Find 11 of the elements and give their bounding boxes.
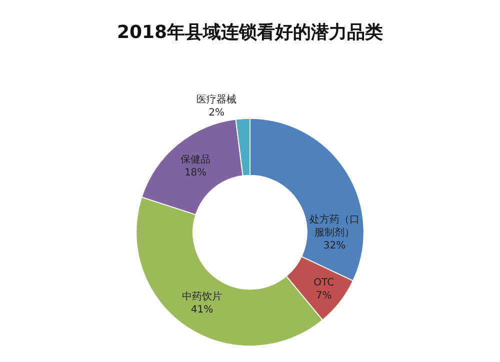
data-label: 32% — [323, 240, 346, 252]
data-label: 7% — [316, 290, 332, 302]
data-label: 18% — [184, 167, 207, 178]
slice-label: 保健品 — [180, 154, 211, 166]
slice-label: 处方药（口服制剂） — [309, 213, 360, 238]
slice-label: OTC — [314, 278, 334, 289]
data-label: 2% — [208, 108, 225, 119]
slice-label: 医疗器械 — [196, 94, 237, 106]
chart-title: 2018年县域连锁看好的潜力品类 — [116, 22, 384, 43]
data-label: 41% — [190, 304, 214, 316]
slice-label: 中药饮片 — [182, 290, 222, 302]
